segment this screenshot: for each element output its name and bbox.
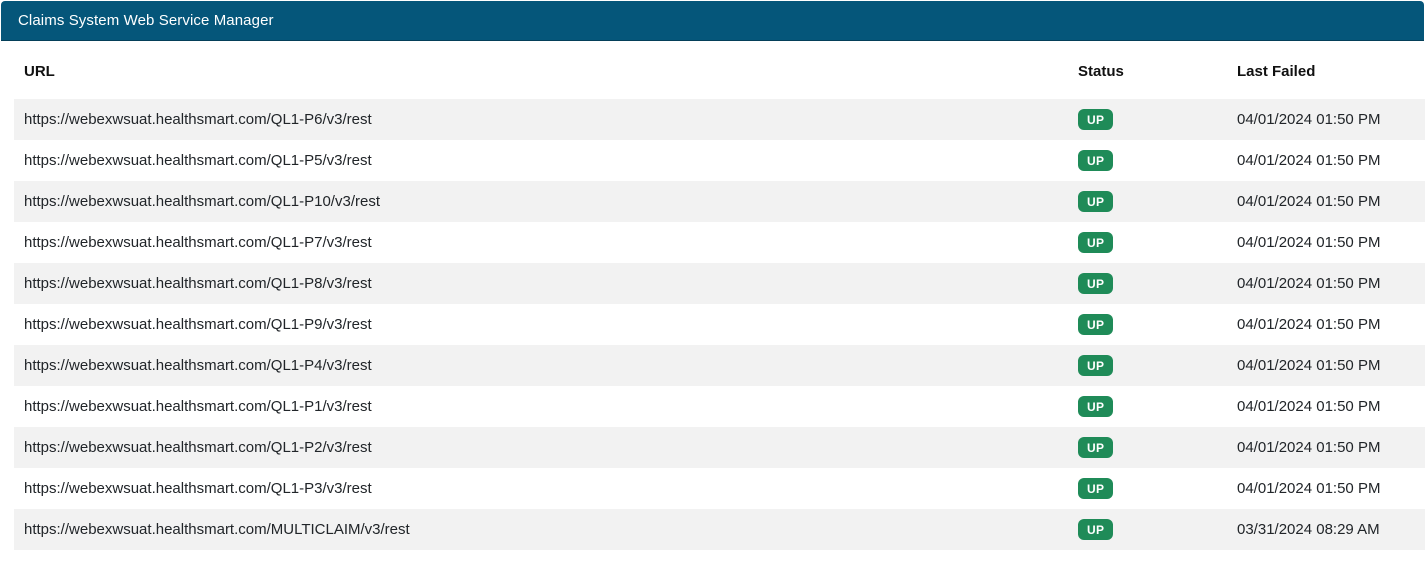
status-badge: UP <box>1078 273 1114 294</box>
status-cell: UP <box>1068 99 1227 140</box>
last-failed-cell: 04/01/2024 01:50 PM <box>1227 140 1425 181</box>
last-failed-timestamp: 04/01/2024 01:50 PM <box>1237 480 1381 497</box>
table-row: https://webexwsuat.healthsmart.com/QL1-P… <box>14 140 1425 181</box>
status-cell: UP <box>1068 304 1227 345</box>
status-cell: UP <box>1068 263 1227 304</box>
status-badge: UP <box>1078 150 1114 171</box>
services-table: URL Status Last Failed https://webexwsua… <box>14 43 1425 550</box>
status-cell: UP <box>1068 181 1227 222</box>
url-cell: https://webexwsuat.healthsmart.com/QL1-P… <box>14 427 1068 468</box>
url-cell: https://webexwsuat.healthsmart.com/QL1-P… <box>14 99 1068 140</box>
last-failed-timestamp: 04/01/2024 01:50 PM <box>1237 316 1381 333</box>
column-header-url: URL <box>14 43 1068 99</box>
table-row: https://webexwsuat.healthsmart.com/QL1-P… <box>14 386 1425 427</box>
last-failed-timestamp: 04/01/2024 01:50 PM <box>1237 439 1381 456</box>
table-row: https://webexwsuat.healthsmart.com/QL1-P… <box>14 181 1425 222</box>
table-container: URL Status Last Failed https://webexwsua… <box>0 41 1425 550</box>
table-body: https://webexwsuat.healthsmart.com/QL1-P… <box>14 99 1425 550</box>
status-badge: UP <box>1078 191 1114 212</box>
status-badge: UP <box>1078 396 1114 417</box>
status-badge: UP <box>1078 232 1114 253</box>
status-badge: UP <box>1078 437 1114 458</box>
url-cell: https://webexwsuat.healthsmart.com/QL1-P… <box>14 140 1068 181</box>
status-cell: UP <box>1068 222 1227 263</box>
last-failed-cell: 04/01/2024 01:50 PM <box>1227 263 1425 304</box>
last-failed-cell: 04/01/2024 01:50 PM <box>1227 99 1425 140</box>
status-cell: UP <box>1068 345 1227 386</box>
last-failed-timestamp: 04/01/2024 01:50 PM <box>1237 152 1381 169</box>
status-cell: UP <box>1068 427 1227 468</box>
last-failed-cell: 04/01/2024 01:50 PM <box>1227 181 1425 222</box>
service-url: https://webexwsuat.healthsmart.com/QL1-P… <box>24 275 372 292</box>
url-cell: https://webexwsuat.healthsmart.com/QL1-P… <box>14 181 1068 222</box>
last-failed-cell: 03/31/2024 08:29 AM <box>1227 509 1425 550</box>
app-header: Claims System Web Service Manager <box>1 1 1424 41</box>
last-failed-cell: 04/01/2024 01:50 PM <box>1227 386 1425 427</box>
status-cell: UP <box>1068 386 1227 427</box>
service-url: https://webexwsuat.healthsmart.com/MULTI… <box>24 521 410 538</box>
url-cell: https://webexwsuat.healthsmart.com/QL1-P… <box>14 304 1068 345</box>
table-row: https://webexwsuat.healthsmart.com/QL1-P… <box>14 304 1425 345</box>
last-failed-timestamp: 04/01/2024 01:50 PM <box>1237 111 1381 128</box>
status-cell: UP <box>1068 140 1227 181</box>
table-header: URL Status Last Failed <box>14 43 1425 99</box>
status-badge: UP <box>1078 478 1114 499</box>
url-cell: https://webexwsuat.healthsmart.com/QL1-P… <box>14 222 1068 263</box>
table-row: https://webexwsuat.healthsmart.com/QL1-P… <box>14 345 1425 386</box>
status-badge: UP <box>1078 355 1114 376</box>
status-badge: UP <box>1078 519 1114 540</box>
url-cell: https://webexwsuat.healthsmart.com/QL1-P… <box>14 386 1068 427</box>
status-cell: UP <box>1068 509 1227 550</box>
last-failed-cell: 04/01/2024 01:50 PM <box>1227 345 1425 386</box>
status-badge: UP <box>1078 109 1114 130</box>
service-url: https://webexwsuat.healthsmart.com/QL1-P… <box>24 357 372 374</box>
url-cell: https://webexwsuat.healthsmart.com/QL1-P… <box>14 468 1068 509</box>
service-url: https://webexwsuat.healthsmart.com/QL1-P… <box>24 234 372 251</box>
service-url: https://webexwsuat.healthsmart.com/QL1-P… <box>24 152 372 169</box>
status-badge: UP <box>1078 314 1114 335</box>
table-row: https://webexwsuat.healthsmart.com/QL1-P… <box>14 99 1425 140</box>
column-header-last-failed: Last Failed <box>1227 43 1425 99</box>
last-failed-cell: 04/01/2024 01:50 PM <box>1227 304 1425 345</box>
table-row: https://webexwsuat.healthsmart.com/MULTI… <box>14 509 1425 550</box>
last-failed-timestamp: 03/31/2024 08:29 AM <box>1237 521 1380 538</box>
last-failed-cell: 04/01/2024 01:50 PM <box>1227 427 1425 468</box>
table-row: https://webexwsuat.healthsmart.com/QL1-P… <box>14 468 1425 509</box>
service-url: https://webexwsuat.healthsmart.com/QL1-P… <box>24 439 372 456</box>
url-cell: https://webexwsuat.healthsmart.com/QL1-P… <box>14 263 1068 304</box>
table-row: https://webexwsuat.healthsmart.com/QL1-P… <box>14 222 1425 263</box>
page-title: Claims System Web Service Manager <box>18 12 274 29</box>
last-failed-cell: 04/01/2024 01:50 PM <box>1227 468 1425 509</box>
table-row: https://webexwsuat.healthsmart.com/QL1-P… <box>14 427 1425 468</box>
status-cell: UP <box>1068 468 1227 509</box>
last-failed-cell: 04/01/2024 01:50 PM <box>1227 222 1425 263</box>
table-row: https://webexwsuat.healthsmart.com/QL1-P… <box>14 263 1425 304</box>
service-url: https://webexwsuat.healthsmart.com/QL1-P… <box>24 480 372 497</box>
service-url: https://webexwsuat.healthsmart.com/QL1-P… <box>24 111 372 128</box>
last-failed-timestamp: 04/01/2024 01:50 PM <box>1237 234 1381 251</box>
service-url: https://webexwsuat.healthsmart.com/QL1-P… <box>24 398 372 415</box>
last-failed-timestamp: 04/01/2024 01:50 PM <box>1237 275 1381 292</box>
url-cell: https://webexwsuat.healthsmart.com/QL1-P… <box>14 345 1068 386</box>
column-header-status: Status <box>1068 43 1227 99</box>
service-url: https://webexwsuat.healthsmart.com/QL1-P… <box>24 193 380 210</box>
last-failed-timestamp: 04/01/2024 01:50 PM <box>1237 357 1381 374</box>
last-failed-timestamp: 04/01/2024 01:50 PM <box>1237 398 1381 415</box>
service-url: https://webexwsuat.healthsmart.com/QL1-P… <box>24 316 372 333</box>
url-cell: https://webexwsuat.healthsmart.com/MULTI… <box>14 509 1068 550</box>
last-failed-timestamp: 04/01/2024 01:50 PM <box>1237 193 1381 210</box>
